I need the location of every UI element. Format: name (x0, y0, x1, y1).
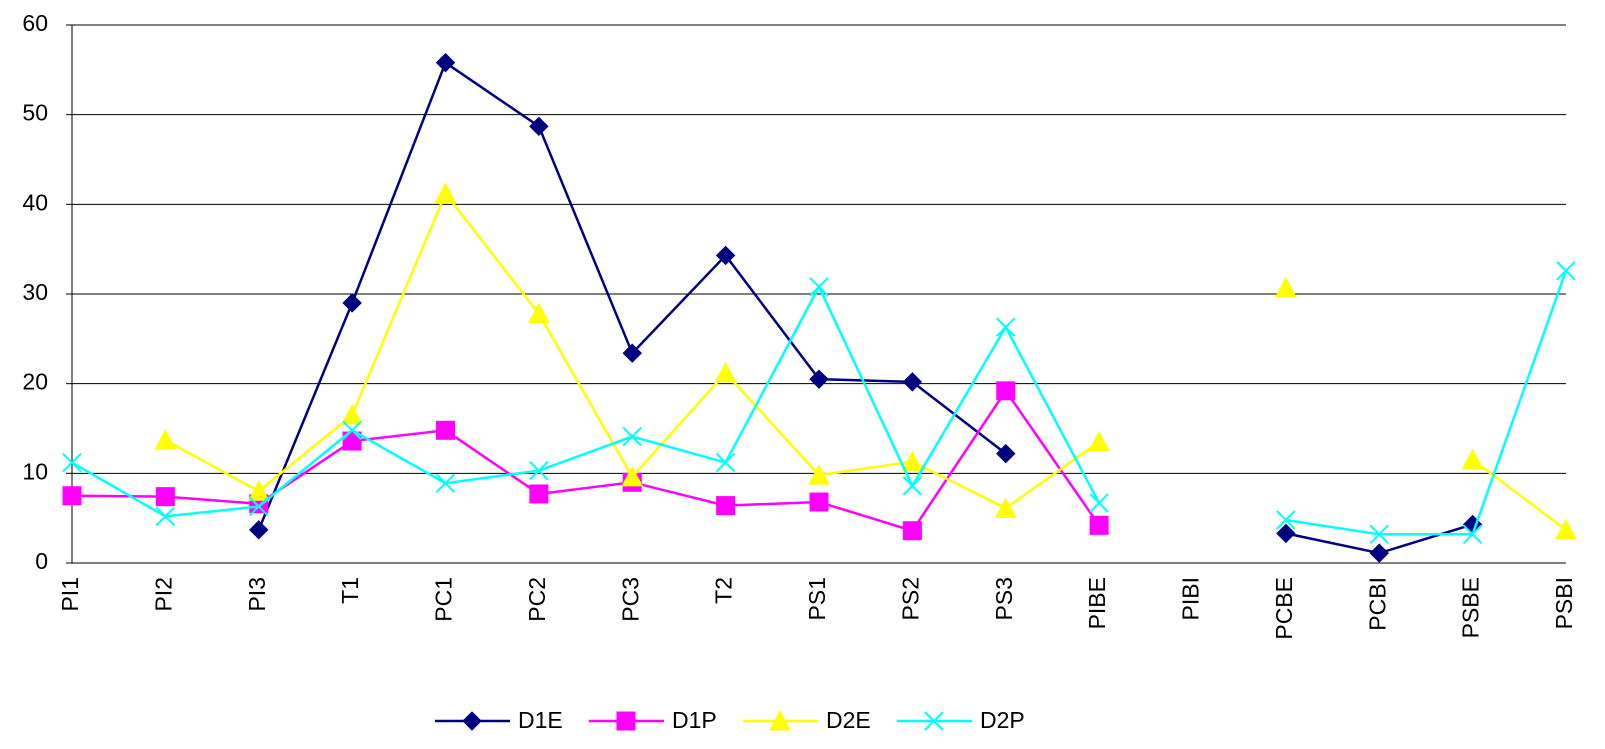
y-tick-label: 60 (22, 10, 48, 36)
legend-item: D2P (897, 707, 1025, 733)
data-point (342, 431, 362, 451)
data-point (1462, 524, 1483, 545)
data-point (435, 52, 456, 73)
data-point (715, 452, 736, 473)
data-point (62, 452, 82, 473)
data-point (529, 484, 549, 504)
data-point (249, 496, 269, 517)
x-tick-label: PI3 (244, 577, 270, 612)
data-point (996, 317, 1016, 337)
x-tick-label: PS1 (804, 577, 830, 620)
data-point (529, 116, 549, 137)
legend: D1E D1P D2E D2P (435, 707, 1025, 733)
data-point (902, 521, 922, 541)
legend-label: D1E (518, 707, 563, 733)
x-tick-label: PS2 (897, 577, 923, 620)
data-point (62, 486, 82, 506)
data-point (622, 343, 642, 363)
data-point (809, 369, 829, 389)
x-tick-label: PC2 (524, 577, 550, 622)
data-point (1276, 523, 1296, 544)
data-point (996, 381, 1016, 401)
data-point (901, 450, 924, 472)
y-tick-label: 0 (35, 548, 48, 574)
y-tick-label: 30 (22, 279, 48, 305)
legend-item: D1E (435, 707, 563, 733)
data-point (1369, 524, 1389, 545)
x-tick-label: PIBI (1178, 577, 1204, 620)
data-point (621, 465, 644, 487)
legend-item: D2E (743, 707, 871, 733)
x-tick-label: T2 (711, 577, 737, 604)
data-point (247, 480, 270, 501)
data-point (996, 443, 1016, 464)
y-tick-label: 20 (22, 369, 48, 395)
data-point (714, 361, 737, 383)
data-point (249, 520, 269, 540)
data-point (1369, 543, 1389, 563)
y-tick-label: 10 (22, 458, 48, 484)
x-tick-label: PC1 (431, 577, 457, 622)
data-point (902, 476, 923, 496)
data-point (809, 492, 829, 512)
x-tick-label: PS3 (991, 577, 1017, 620)
data-point (341, 403, 363, 425)
data-point (155, 506, 176, 527)
legend-item: D1P (589, 707, 717, 733)
data-point (1556, 260, 1576, 281)
legend-marker (769, 709, 791, 731)
data-point (1461, 448, 1484, 470)
data-point (435, 473, 456, 493)
x-tick-label: PCBI (1364, 577, 1390, 631)
data-point (808, 464, 830, 485)
data-point (1088, 430, 1110, 452)
data-point (342, 293, 362, 313)
x-tick-label: PSBE (1458, 577, 1484, 638)
data-point (622, 426, 642, 447)
x-tick-label: PIBE (1084, 577, 1110, 629)
data-point (716, 496, 736, 516)
series-line (71, 388, 1101, 533)
data-point (528, 302, 550, 324)
series-line (71, 270, 1568, 536)
data-point (436, 420, 455, 440)
x-tick-label: PSBI (1551, 577, 1577, 629)
data-point (529, 460, 549, 481)
data-point (715, 245, 736, 266)
x-tick-label: T1 (337, 577, 363, 604)
data-point (1275, 276, 1297, 298)
legend-label: D2E (826, 707, 871, 733)
legend-label: D1P (672, 707, 717, 733)
legend-marker (924, 711, 944, 731)
legend-label: D2P (980, 707, 1025, 733)
x-tick-label: PI1 (57, 577, 83, 612)
legend-marker (462, 711, 482, 731)
data-point (155, 487, 175, 507)
legend-marker (616, 711, 636, 731)
data-point (994, 497, 1017, 518)
data-point (902, 372, 923, 392)
x-tick-label: PCBE (1271, 577, 1297, 640)
data-point (1555, 518, 1577, 540)
data-point (342, 420, 362, 441)
data-point (434, 182, 457, 204)
data-point (809, 277, 829, 297)
x-tick-label: PI2 (150, 577, 176, 612)
y-tick-label: 40 (22, 189, 48, 215)
data-point (1089, 515, 1109, 535)
y-tick-label: 50 (22, 100, 48, 126)
x-tick-label: PC3 (617, 577, 643, 622)
data-point (154, 429, 177, 450)
data-point (1276, 510, 1296, 530)
data-point (1089, 493, 1109, 513)
